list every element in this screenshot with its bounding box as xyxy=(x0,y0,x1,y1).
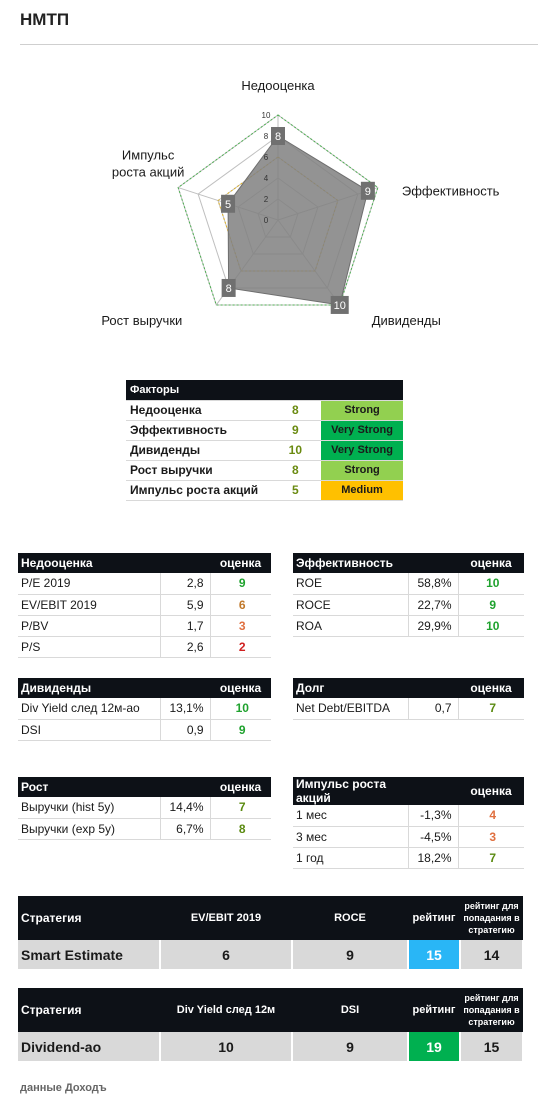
tick-label: 4 xyxy=(264,174,269,183)
table-row: DSI 0,9 9 xyxy=(18,719,271,741)
value-label: 8 xyxy=(275,131,281,143)
axis-label: Импульс xyxy=(122,148,175,163)
tick-label: 2 xyxy=(264,195,269,204)
table-row: Div Yield след 12м-ао 13,1% 10 xyxy=(18,698,271,720)
factor-row: Недооценка 8 Strong xyxy=(126,400,403,421)
debt-table: Долг оценка Net Debt/EBITDA 0,7 7 xyxy=(293,678,524,720)
strategy-row: Dividend-ao 10 9 19 15 xyxy=(18,1032,524,1061)
score-header: оценка xyxy=(458,678,524,698)
radar-chart: 0 2 4 6 8 10 8 9 10 8 5 Недооценка Эффективность Диви… xyxy=(101,78,500,328)
table-row: Выручки (exp 5y) 6,7% 8 xyxy=(18,818,271,840)
value-label: 9 xyxy=(365,186,371,198)
tick-label: 0 xyxy=(264,216,269,225)
table-title: Недооценка xyxy=(18,553,160,573)
table-row: P/BV 1,7 3 xyxy=(18,615,271,637)
strategy-table-smart-estimate: Стратегия EV/EBIT 2019 ROCE рейтинг рейт… xyxy=(18,896,524,969)
score-header: оценка xyxy=(458,777,524,805)
factor-badge: Strong xyxy=(321,400,403,421)
axis-label: Эффективность xyxy=(402,184,500,199)
table-row: P/E 2019 2,8 9 xyxy=(18,573,271,595)
undervaluation-table: Недооценка оценка P/E 2019 2,8 9 EV/EBIT 20… xyxy=(18,553,271,658)
value-label: 5 xyxy=(225,199,231,211)
value-label: 8 xyxy=(226,283,232,295)
tick-label: 6 xyxy=(264,153,269,162)
factor-row: Эффективность 9 Very Strong xyxy=(126,420,403,441)
factor-row: Дивиденды 10 Very Strong xyxy=(126,440,403,461)
table-row: ROCE 22,7% 9 xyxy=(293,594,524,616)
rating-cell: 19 xyxy=(408,1032,461,1061)
table-title: Эффективность xyxy=(293,553,408,573)
factor-badge: Very Strong xyxy=(321,440,403,461)
table-row: Выручки (hist 5y) 14,4% 7 xyxy=(18,797,271,819)
value-badge xyxy=(360,181,375,200)
factor-badge: Strong xyxy=(321,460,403,481)
axis-label: Недооценка xyxy=(241,78,315,93)
reference-outline-strong xyxy=(177,114,379,306)
axis-label: Дивиденды xyxy=(372,313,441,328)
score-header: оценка xyxy=(210,553,271,573)
table-row: ROA 29,9% 10 xyxy=(293,615,524,637)
strategy-row: Smart Estimate 6 9 15 14 xyxy=(18,940,524,969)
tick-label: 10 xyxy=(262,111,271,120)
score-header: оценка xyxy=(210,678,271,698)
tick-label: 8 xyxy=(264,132,269,141)
value-badge xyxy=(330,295,349,314)
score-header: оценка xyxy=(458,553,524,573)
growth-table: Рост оценка Выручки (hist 5y) 14,4% 7 Выруч… xyxy=(18,777,271,840)
dividends-table: Дивиденды оценка Div Yield след 12м-ао 13,… xyxy=(18,678,271,741)
page-title: НМТП xyxy=(20,10,70,29)
momentum-table: Импульс роста акций оценка 1 мес -1,3% 4 3 … xyxy=(293,777,524,869)
data-area xyxy=(227,135,369,306)
table-row: 3 мес -4,5% 3 xyxy=(293,826,524,848)
factor-badge: Very Strong xyxy=(321,420,403,441)
factor-badge: Medium xyxy=(321,480,403,501)
axis-label: роста акций xyxy=(112,165,185,180)
value-label: 10 xyxy=(334,300,346,312)
table-row: Net Debt/EBITDA 0,7 7 xyxy=(293,698,524,720)
table-row: P/S 2,6 2 xyxy=(18,636,271,658)
table-row: ROE 58,8% 10 xyxy=(293,573,524,595)
table-title: Рост xyxy=(18,777,160,797)
table-title: Импульс роста акций xyxy=(293,777,408,805)
table-row: 1 год 18,2% 7 xyxy=(293,847,524,869)
efficiency-table: Эффективность оценка ROE 58,8% 10 ROCE 22,7%… xyxy=(293,553,524,637)
rating-cell: 15 xyxy=(408,940,461,969)
factor-row: Рост выручки 8 Strong xyxy=(126,460,403,481)
table-row: 1 мес -1,3% 4 xyxy=(293,805,524,827)
table-title: Долг xyxy=(293,678,408,698)
title-divider xyxy=(20,44,538,45)
value-badge xyxy=(221,194,236,213)
table-row: EV/EBIT 2019 5,9 6 xyxy=(18,594,271,616)
axis-label: Рост выручки xyxy=(101,313,182,328)
factor-row: Импульс роста акций 5 Medium xyxy=(126,480,403,501)
strategy-table-dividend: Стратегия Div Yield след 12м DSI рейтинг… xyxy=(18,988,524,1061)
factors-table: Факторы Недооценка 8 Strong Эффективность 9… xyxy=(126,380,403,501)
value-badge xyxy=(271,127,285,145)
value-badge xyxy=(221,278,236,297)
factors-header: Факторы xyxy=(126,380,403,401)
source-note: данные Доходъ xyxy=(20,1082,107,1094)
score-header: оценка xyxy=(210,777,271,797)
table-title: Дивиденды xyxy=(18,678,160,698)
